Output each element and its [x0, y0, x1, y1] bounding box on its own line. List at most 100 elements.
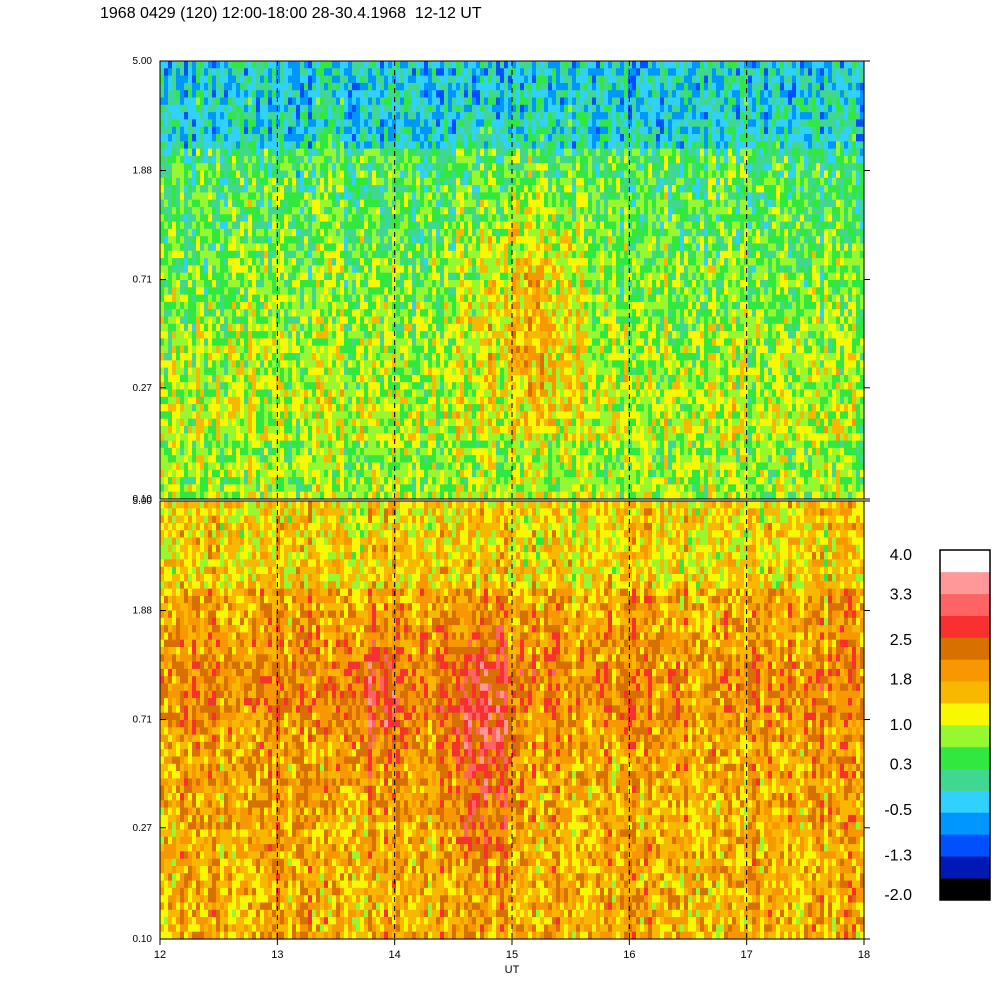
heatmap-cell — [264, 272, 269, 281]
heatmap-cell — [220, 447, 225, 456]
heatmap-cell — [328, 345, 333, 354]
heatmap-cell — [256, 265, 261, 274]
heatmap-cell — [432, 426, 437, 434]
heatmap-cell — [280, 440, 285, 449]
heatmap-cell — [192, 126, 197, 135]
heatmap-cell — [284, 68, 289, 77]
heatmap-cell — [372, 163, 377, 172]
heatmap-cell — [400, 389, 405, 398]
heatmap-cell — [456, 389, 461, 398]
heatmap-cell — [428, 134, 433, 142]
heatmap-cell — [452, 411, 457, 420]
heatmap-cell — [376, 338, 381, 347]
heatmap-cell — [484, 192, 489, 201]
heatmap-cell — [336, 287, 341, 296]
heatmap-cell — [440, 389, 445, 398]
heatmap-cell — [188, 68, 193, 77]
heatmap-cell — [312, 75, 317, 84]
heatmap-cell — [480, 104, 485, 113]
heatmap-cell — [472, 447, 477, 456]
heatmap-cell — [280, 258, 285, 266]
heatmap-cell — [432, 316, 437, 325]
heatmap-cell — [192, 228, 197, 237]
heatmap-cell — [476, 97, 481, 106]
heatmap-cell — [476, 104, 481, 113]
heatmap-cell — [284, 82, 289, 91]
heatmap-cell — [260, 148, 265, 157]
heatmap-cell — [448, 199, 453, 208]
heatmap-cell — [244, 119, 249, 128]
heatmap-cell — [288, 411, 293, 420]
heatmap-cell — [168, 396, 173, 405]
heatmap-cell — [448, 243, 453, 252]
heatmap-cell — [168, 170, 173, 179]
heatmap-cell — [264, 82, 269, 91]
heatmap-cell — [480, 126, 485, 135]
heatmap-cell — [428, 323, 433, 332]
heatmap-cell — [268, 353, 273, 361]
heatmap-cell — [332, 258, 337, 266]
heatmap-cell — [256, 61, 261, 69]
heatmap-cell — [196, 221, 201, 230]
heatmap-cell — [380, 126, 385, 135]
heatmap-cell — [452, 90, 457, 99]
heatmap-cell — [416, 484, 421, 493]
heatmap-cell — [324, 367, 329, 376]
heatmap-cell — [312, 404, 317, 412]
heatmap-cell — [288, 301, 293, 310]
heatmap-cell — [324, 477, 329, 485]
heatmap-cell — [196, 148, 201, 157]
heatmap-cell — [272, 280, 277, 288]
heatmap-cell — [168, 309, 173, 318]
heatmap-cell — [308, 426, 313, 434]
heatmap-cell — [456, 214, 461, 223]
heatmap-cell — [376, 97, 381, 106]
heatmap-cell — [276, 280, 281, 288]
heatmap-cell — [180, 309, 185, 318]
heatmap-cell — [456, 221, 461, 230]
heatmap-cell — [408, 491, 413, 500]
heatmap-cell — [300, 447, 305, 456]
heatmap-cell — [368, 258, 373, 266]
heatmap-cell — [172, 301, 177, 310]
heatmap-cell — [316, 433, 321, 442]
heatmap-cell — [216, 90, 221, 99]
heatmap-cell — [224, 104, 229, 113]
heatmap-cell — [316, 331, 321, 339]
heatmap-cell — [384, 418, 389, 427]
heatmap-cell — [468, 316, 473, 325]
heatmap-cell — [484, 163, 489, 172]
heatmap-cell — [436, 426, 441, 434]
heatmap-cell — [212, 301, 217, 310]
heatmap-cell — [188, 61, 193, 69]
heatmap-cell — [280, 134, 285, 142]
heatmap-cell — [236, 316, 241, 325]
heatmap-cell — [240, 236, 245, 245]
heatmap-cell — [424, 243, 429, 252]
heatmap-cell — [412, 177, 417, 186]
heatmap-cell — [400, 177, 405, 186]
heatmap-cell — [220, 250, 225, 259]
heatmap-cell — [400, 411, 405, 420]
heatmap-cell — [440, 462, 445, 471]
heatmap-cell — [312, 250, 317, 259]
heatmap-cell — [360, 214, 365, 223]
heatmap-cell — [168, 323, 173, 332]
heatmap-cell — [428, 484, 433, 493]
heatmap-cell — [180, 433, 185, 442]
heatmap-cell — [264, 236, 269, 245]
heatmap-cell — [404, 331, 409, 339]
heatmap-cell — [236, 265, 241, 274]
heatmap-cell — [228, 214, 233, 223]
heatmap-cell — [468, 411, 473, 420]
heatmap-cell — [448, 265, 453, 274]
heatmap-cell — [208, 148, 213, 157]
heatmap-cell — [300, 82, 305, 91]
heatmap-cell — [212, 433, 217, 442]
heatmap-cell — [440, 163, 445, 172]
heatmap-cell — [376, 455, 381, 464]
heatmap-cell — [436, 374, 441, 383]
heatmap-cell — [440, 170, 445, 179]
heatmap-cell — [276, 119, 281, 128]
